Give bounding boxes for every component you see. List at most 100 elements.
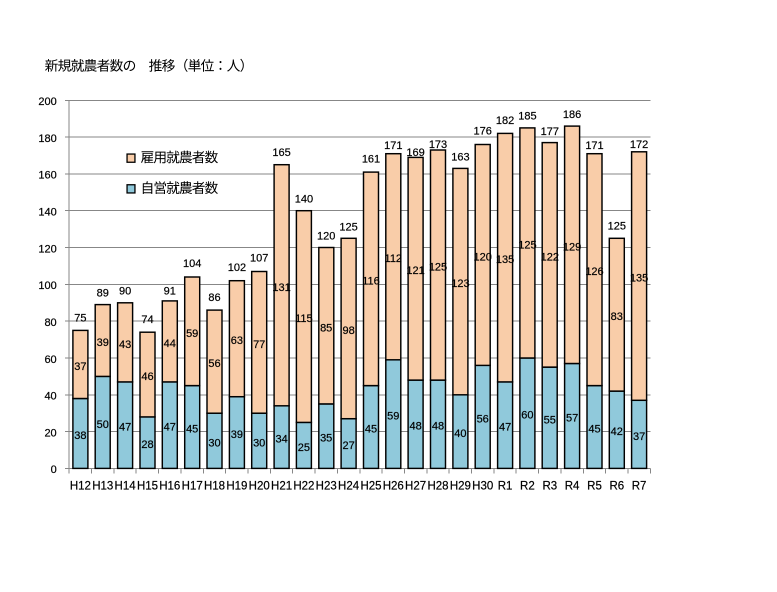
svg-text:56: 56 bbox=[208, 358, 220, 370]
svg-text:102: 102 bbox=[228, 262, 246, 274]
svg-text:40: 40 bbox=[44, 391, 56, 403]
svg-text:46: 46 bbox=[141, 371, 153, 383]
svg-text:120: 120 bbox=[317, 230, 335, 242]
svg-text:45: 45 bbox=[365, 424, 377, 436]
svg-text:H28: H28 bbox=[427, 481, 448, 493]
svg-text:57: 57 bbox=[566, 412, 578, 424]
svg-text:R4: R4 bbox=[565, 481, 580, 493]
svg-text:55: 55 bbox=[544, 414, 556, 426]
svg-text:39: 39 bbox=[231, 429, 243, 441]
svg-text:H26: H26 bbox=[383, 481, 404, 493]
svg-text:37: 37 bbox=[633, 431, 645, 443]
svg-text:R2: R2 bbox=[520, 481, 535, 493]
svg-text:42: 42 bbox=[611, 426, 623, 438]
svg-text:R7: R7 bbox=[632, 481, 647, 493]
svg-text:H18: H18 bbox=[204, 481, 225, 493]
svg-text:R1: R1 bbox=[498, 481, 513, 493]
svg-text:H30: H30 bbox=[472, 481, 493, 493]
svg-text:131: 131 bbox=[272, 282, 290, 294]
svg-text:60: 60 bbox=[44, 354, 56, 366]
svg-text:48: 48 bbox=[409, 421, 421, 433]
svg-text:172: 172 bbox=[630, 139, 648, 151]
svg-text:74: 74 bbox=[141, 314, 153, 326]
svg-text:171: 171 bbox=[585, 140, 603, 152]
svg-text:59: 59 bbox=[387, 411, 399, 423]
svg-text:169: 169 bbox=[406, 147, 424, 159]
svg-text:47: 47 bbox=[499, 422, 511, 434]
svg-text:30: 30 bbox=[208, 437, 220, 449]
svg-text:116: 116 bbox=[362, 275, 380, 287]
svg-text:186: 186 bbox=[563, 109, 581, 121]
svg-text:H20: H20 bbox=[249, 481, 270, 493]
svg-text:50: 50 bbox=[97, 419, 109, 431]
svg-text:107: 107 bbox=[250, 253, 268, 265]
svg-text:83: 83 bbox=[611, 311, 623, 323]
svg-text:28: 28 bbox=[141, 439, 153, 451]
svg-text:H15: H15 bbox=[137, 481, 158, 493]
svg-text:H27: H27 bbox=[405, 481, 426, 493]
svg-text:R3: R3 bbox=[542, 481, 557, 493]
svg-text:H16: H16 bbox=[159, 481, 180, 493]
svg-text:120: 120 bbox=[474, 251, 492, 263]
svg-text:H23: H23 bbox=[316, 481, 337, 493]
svg-text:47: 47 bbox=[164, 422, 176, 434]
svg-text:H17: H17 bbox=[182, 481, 203, 493]
svg-text:60: 60 bbox=[521, 410, 533, 422]
svg-text:125: 125 bbox=[429, 262, 447, 274]
svg-text:120: 120 bbox=[38, 243, 56, 255]
svg-text:140: 140 bbox=[295, 193, 313, 205]
svg-text:160: 160 bbox=[38, 170, 56, 182]
svg-text:126: 126 bbox=[585, 266, 603, 278]
svg-text:35: 35 bbox=[320, 433, 332, 445]
svg-text:0: 0 bbox=[51, 464, 57, 476]
svg-text:135: 135 bbox=[630, 273, 648, 285]
svg-text:112: 112 bbox=[385, 253, 403, 265]
svg-text:129: 129 bbox=[563, 241, 581, 253]
svg-text:122: 122 bbox=[541, 251, 559, 263]
svg-text:63: 63 bbox=[231, 335, 243, 347]
svg-text:25: 25 bbox=[298, 442, 310, 454]
svg-text:47: 47 bbox=[119, 422, 131, 434]
svg-text:H14: H14 bbox=[115, 481, 137, 493]
svg-text:34: 34 bbox=[275, 434, 287, 446]
svg-text:37: 37 bbox=[74, 361, 86, 373]
svg-text:H29: H29 bbox=[450, 481, 471, 493]
svg-text:161: 161 bbox=[362, 153, 380, 165]
svg-text:R6: R6 bbox=[609, 481, 624, 493]
svg-text:77: 77 bbox=[253, 339, 265, 351]
svg-text:20: 20 bbox=[44, 427, 56, 439]
svg-text:135: 135 bbox=[496, 254, 514, 266]
svg-text:115: 115 bbox=[295, 313, 313, 325]
svg-text:75: 75 bbox=[74, 313, 86, 325]
svg-text:H24: H24 bbox=[338, 481, 360, 493]
svg-text:185: 185 bbox=[518, 110, 536, 122]
svg-text:40: 40 bbox=[454, 428, 466, 440]
svg-text:80: 80 bbox=[44, 317, 56, 329]
svg-text:100: 100 bbox=[38, 280, 56, 292]
svg-text:125: 125 bbox=[608, 221, 626, 233]
svg-text:98: 98 bbox=[342, 325, 354, 337]
svg-text:27: 27 bbox=[342, 440, 354, 452]
svg-text:R5: R5 bbox=[587, 481, 602, 493]
svg-text:H12: H12 bbox=[70, 481, 91, 493]
svg-text:200: 200 bbox=[38, 96, 56, 108]
svg-text:123: 123 bbox=[451, 278, 469, 290]
svg-text:H21: H21 bbox=[271, 481, 292, 493]
svg-text:44: 44 bbox=[164, 338, 176, 350]
svg-text:180: 180 bbox=[38, 133, 56, 145]
svg-text:39: 39 bbox=[97, 337, 109, 349]
svg-text:182: 182 bbox=[496, 115, 514, 127]
svg-text:173: 173 bbox=[429, 139, 447, 151]
svg-text:89: 89 bbox=[97, 288, 109, 300]
svg-text:121: 121 bbox=[406, 265, 424, 277]
svg-text:H25: H25 bbox=[360, 481, 381, 493]
svg-text:48: 48 bbox=[432, 421, 444, 433]
svg-text:30: 30 bbox=[253, 437, 265, 449]
svg-text:43: 43 bbox=[119, 339, 131, 351]
svg-text:H19: H19 bbox=[226, 481, 247, 493]
svg-text:91: 91 bbox=[164, 285, 176, 297]
svg-text:H13: H13 bbox=[92, 481, 113, 493]
svg-text:104: 104 bbox=[183, 258, 201, 270]
svg-text:85: 85 bbox=[320, 322, 332, 334]
svg-text:56: 56 bbox=[477, 413, 489, 425]
